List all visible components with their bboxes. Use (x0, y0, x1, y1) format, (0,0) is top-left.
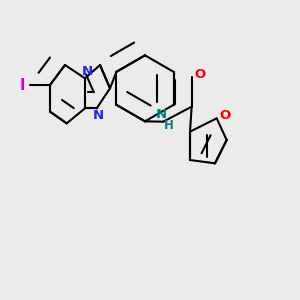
Text: O: O (194, 68, 205, 81)
Text: H: H (164, 119, 173, 132)
Text: N: N (93, 109, 104, 122)
Text: O: O (219, 109, 230, 122)
Text: I: I (19, 77, 25, 92)
Text: N: N (81, 65, 93, 78)
Text: N: N (156, 108, 167, 121)
